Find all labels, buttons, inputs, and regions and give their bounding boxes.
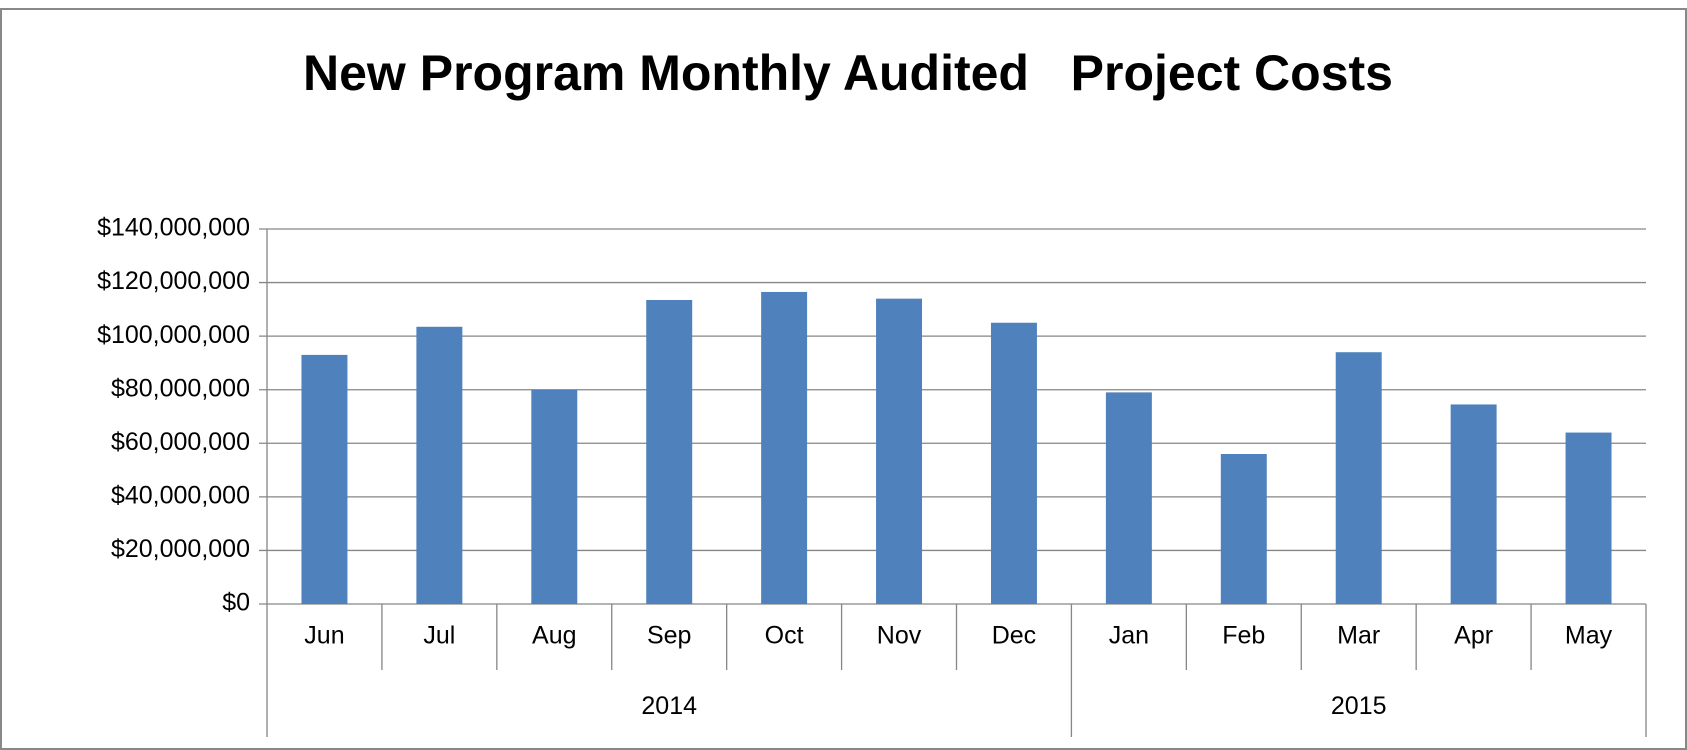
bar bbox=[761, 291, 808, 604]
y-tick-label: $0 bbox=[222, 589, 250, 617]
bar bbox=[646, 299, 693, 604]
chart-frame bbox=[0, 8, 1687, 750]
x-tick-label: Oct bbox=[765, 622, 804, 650]
x-tick-label: May bbox=[1565, 622, 1613, 650]
bar bbox=[301, 354, 348, 604]
x-tick-label: Mar bbox=[1337, 622, 1380, 650]
bar bbox=[1450, 404, 1497, 604]
x-tick-label: Apr bbox=[1454, 622, 1493, 650]
group-label: 2014 bbox=[641, 692, 697, 720]
y-tick-label: $40,000,000 bbox=[111, 481, 250, 509]
bar bbox=[1105, 392, 1152, 604]
x-tick-label: Aug bbox=[532, 622, 576, 650]
bar bbox=[1220, 454, 1267, 604]
bar bbox=[1335, 352, 1382, 604]
group-label: 2015 bbox=[1331, 692, 1387, 720]
bar bbox=[990, 322, 1037, 604]
bar bbox=[416, 326, 463, 604]
y-tick-label: $120,000,000 bbox=[97, 267, 250, 295]
x-tick-label: Feb bbox=[1222, 622, 1265, 650]
x-tick-label: Sep bbox=[647, 622, 691, 650]
y-tick-label: $140,000,000 bbox=[97, 214, 250, 242]
y-tick-label: $20,000,000 bbox=[111, 535, 250, 563]
x-tick-label: Dec bbox=[992, 622, 1036, 650]
y-tick-label: $100,000,000 bbox=[97, 321, 250, 349]
y-tick-label: $60,000,000 bbox=[111, 428, 250, 456]
x-tick-label: Jul bbox=[423, 622, 455, 650]
x-tick-label: Nov bbox=[877, 622, 922, 650]
bar bbox=[876, 298, 923, 604]
chart-title: New Program Monthly Audited Project Cost… bbox=[303, 45, 1393, 101]
bar bbox=[1565, 432, 1612, 604]
y-tick-label: $80,000,000 bbox=[111, 374, 250, 402]
bar bbox=[531, 389, 578, 604]
x-tick-label: Jun bbox=[304, 622, 344, 650]
x-tick-label: Jan bbox=[1109, 622, 1149, 650]
